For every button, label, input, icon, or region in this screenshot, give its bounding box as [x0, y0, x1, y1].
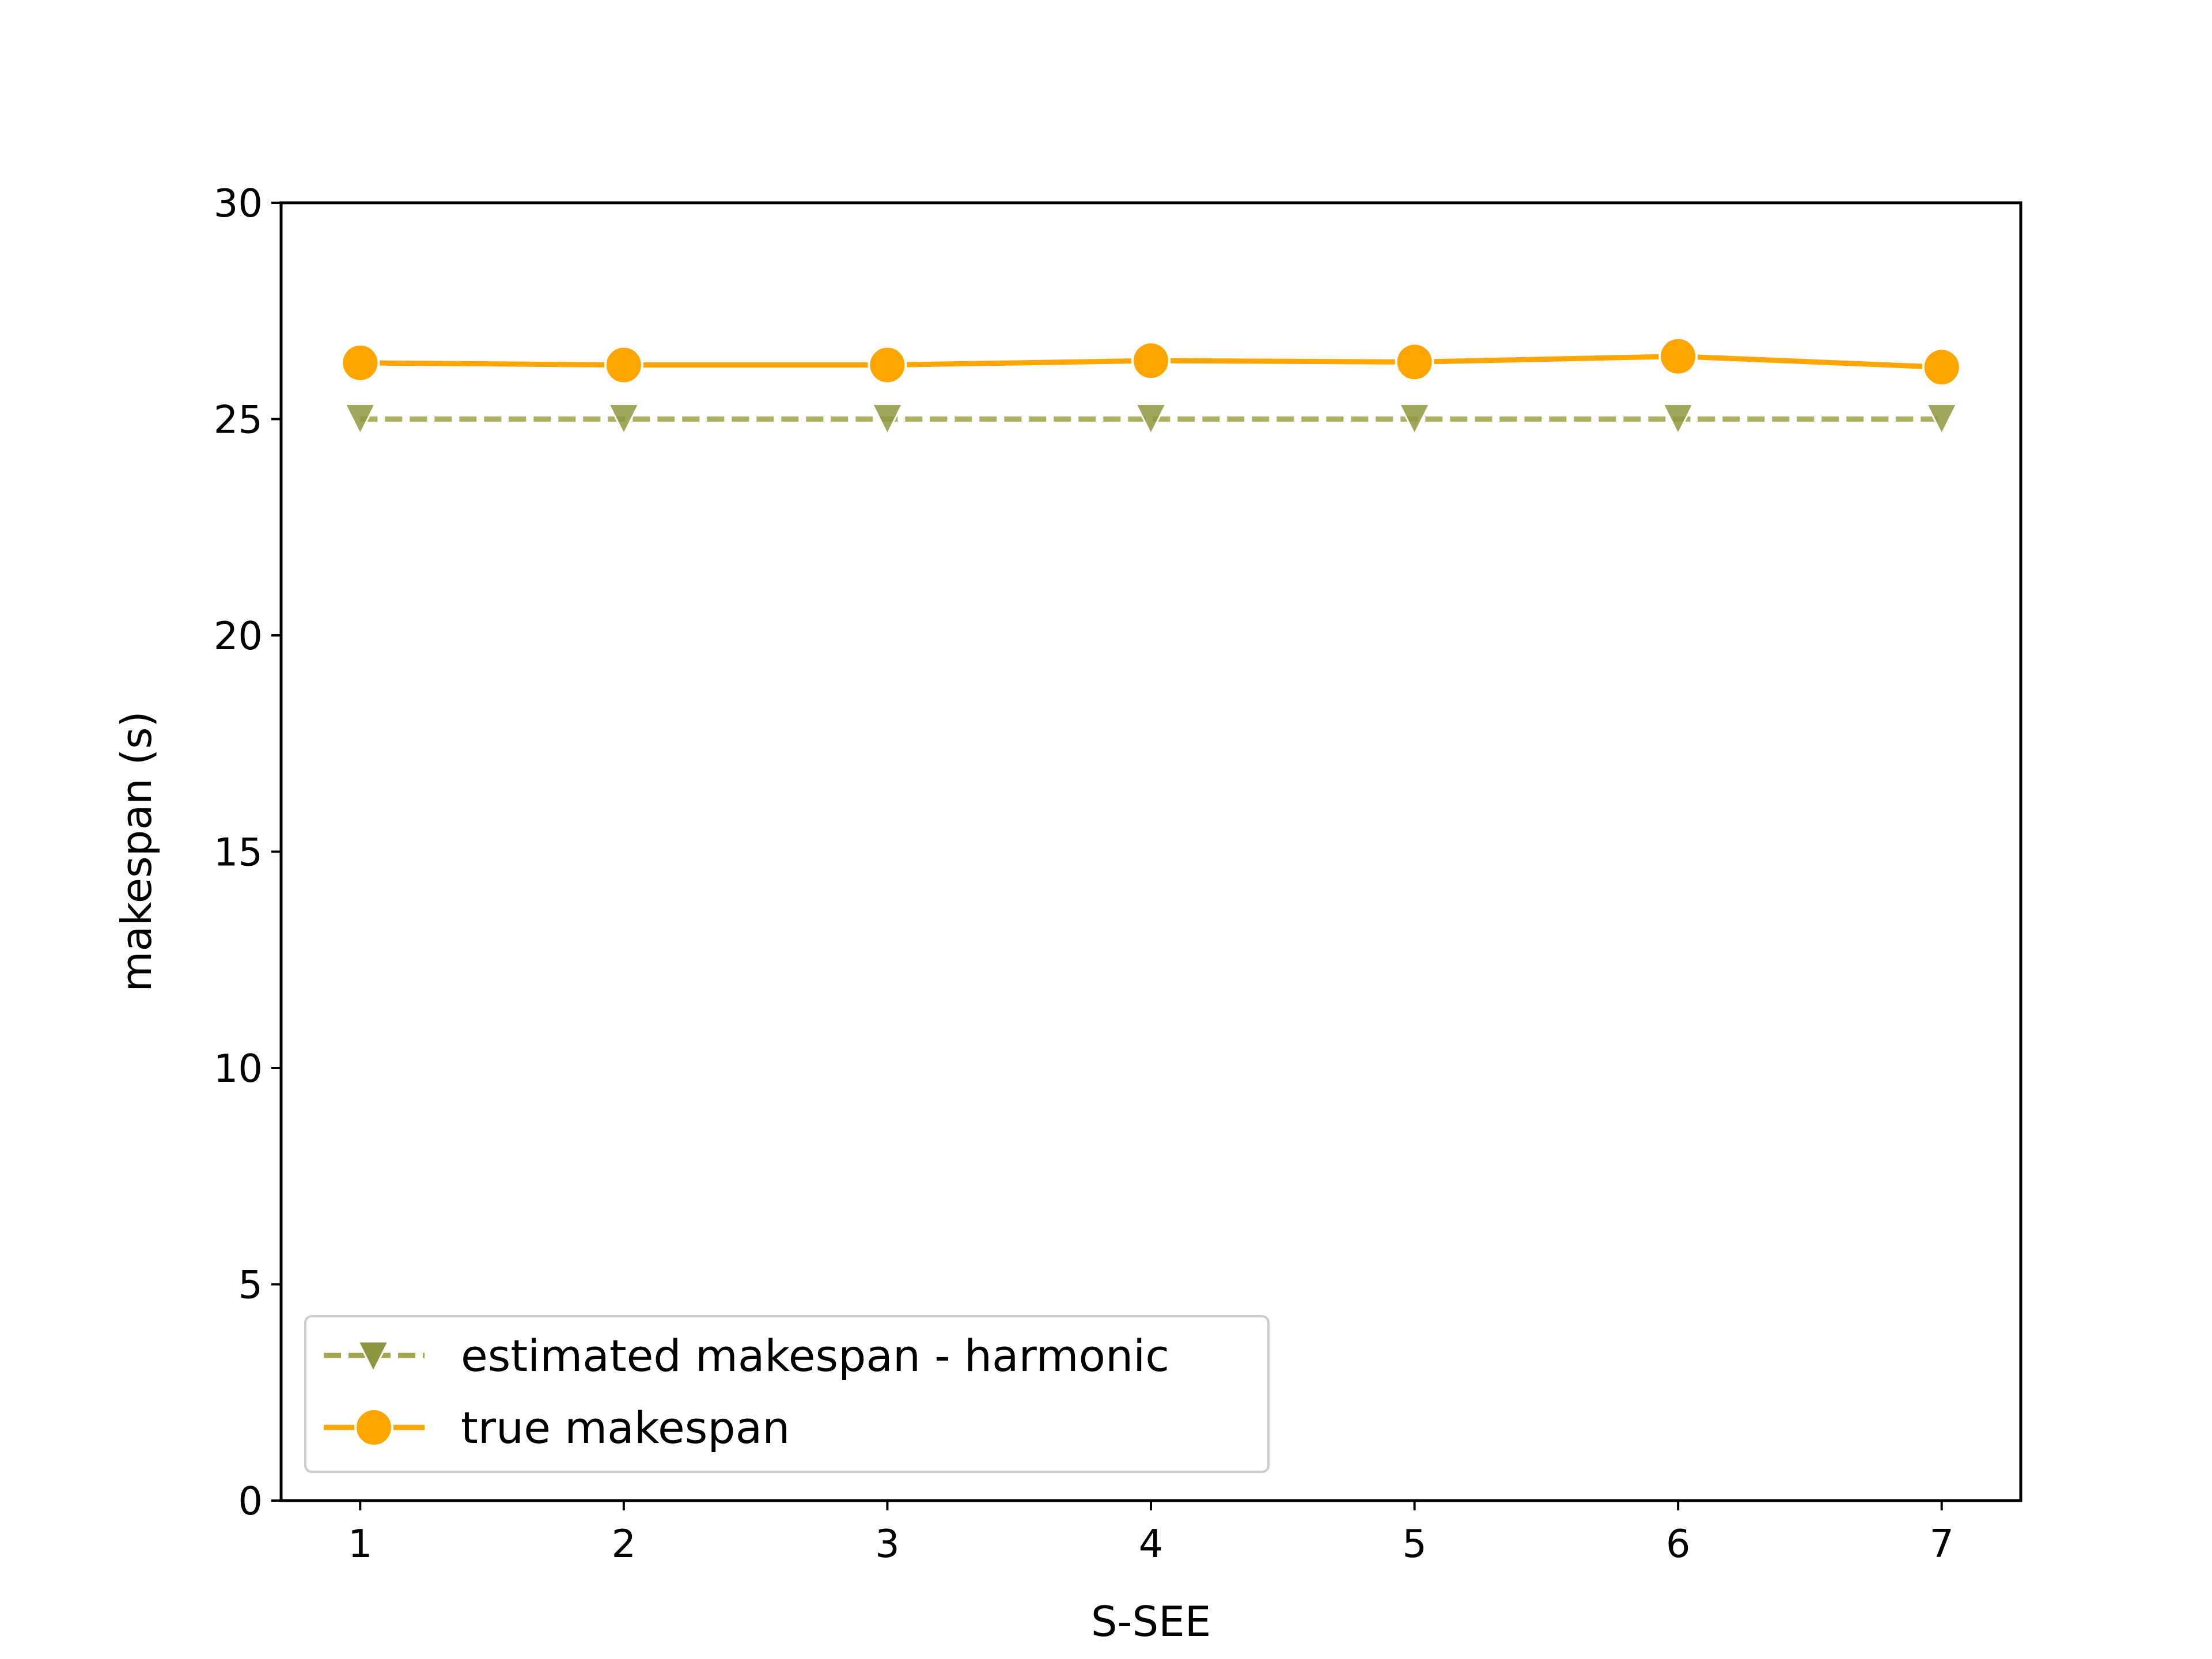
- x-tick-label: 5: [1402, 1521, 1427, 1566]
- y-tick-label: 5: [238, 1263, 263, 1308]
- y-tick-label: 20: [214, 613, 263, 658]
- data-point-estimated: [1661, 403, 1695, 436]
- y-tick-label: 30: [214, 181, 263, 226]
- data-point-true: [604, 345, 643, 385]
- legend: estimated makespan - harmonic true makes…: [304, 1315, 1270, 1473]
- data-point-estimated: [870, 403, 904, 436]
- legend-label-estimated: estimated makespan - harmonic: [461, 1330, 1169, 1381]
- y-tick-label: 15: [214, 830, 263, 875]
- data-point-estimated: [1398, 403, 1431, 436]
- x-tick-label: 3: [875, 1521, 900, 1566]
- data-point-estimated: [607, 403, 641, 436]
- data-point-true: [340, 343, 380, 382]
- data-point-true: [868, 345, 907, 385]
- y-tick-label: 0: [238, 1479, 263, 1524]
- x-tick-label: 4: [1139, 1521, 1164, 1566]
- y-axis: 0 5 10 15 20 25 30: [214, 181, 281, 1524]
- data-point-true: [1131, 341, 1171, 381]
- data-point-estimated: [1134, 403, 1168, 436]
- legend-marker-estimated: [357, 1340, 390, 1374]
- x-axis: 1 2 3 4 5 6 7: [348, 1501, 1954, 1566]
- data-point-estimated: [1925, 403, 1959, 436]
- x-tick-label: 1: [348, 1521, 373, 1566]
- x-tick-label: 6: [1666, 1521, 1691, 1566]
- x-axis-title: S-SEE: [1091, 1597, 1211, 1646]
- y-tick-label: 25: [214, 397, 263, 442]
- data-point-true: [1922, 347, 1961, 387]
- legend-box: [304, 1315, 1270, 1473]
- x-tick-label: 7: [1929, 1521, 1954, 1566]
- series-layer: [340, 336, 1961, 436]
- legend-marker-true: [354, 1408, 393, 1447]
- x-tick-label: 2: [612, 1521, 637, 1566]
- data-point-true: [1658, 336, 1698, 376]
- data-point-estimated: [343, 403, 377, 436]
- legend-label-true: true makespan: [461, 1402, 790, 1453]
- y-tick-label: 10: [214, 1046, 263, 1091]
- y-axis-title: makespan (s): [112, 711, 161, 991]
- data-point-true: [1395, 342, 1434, 382]
